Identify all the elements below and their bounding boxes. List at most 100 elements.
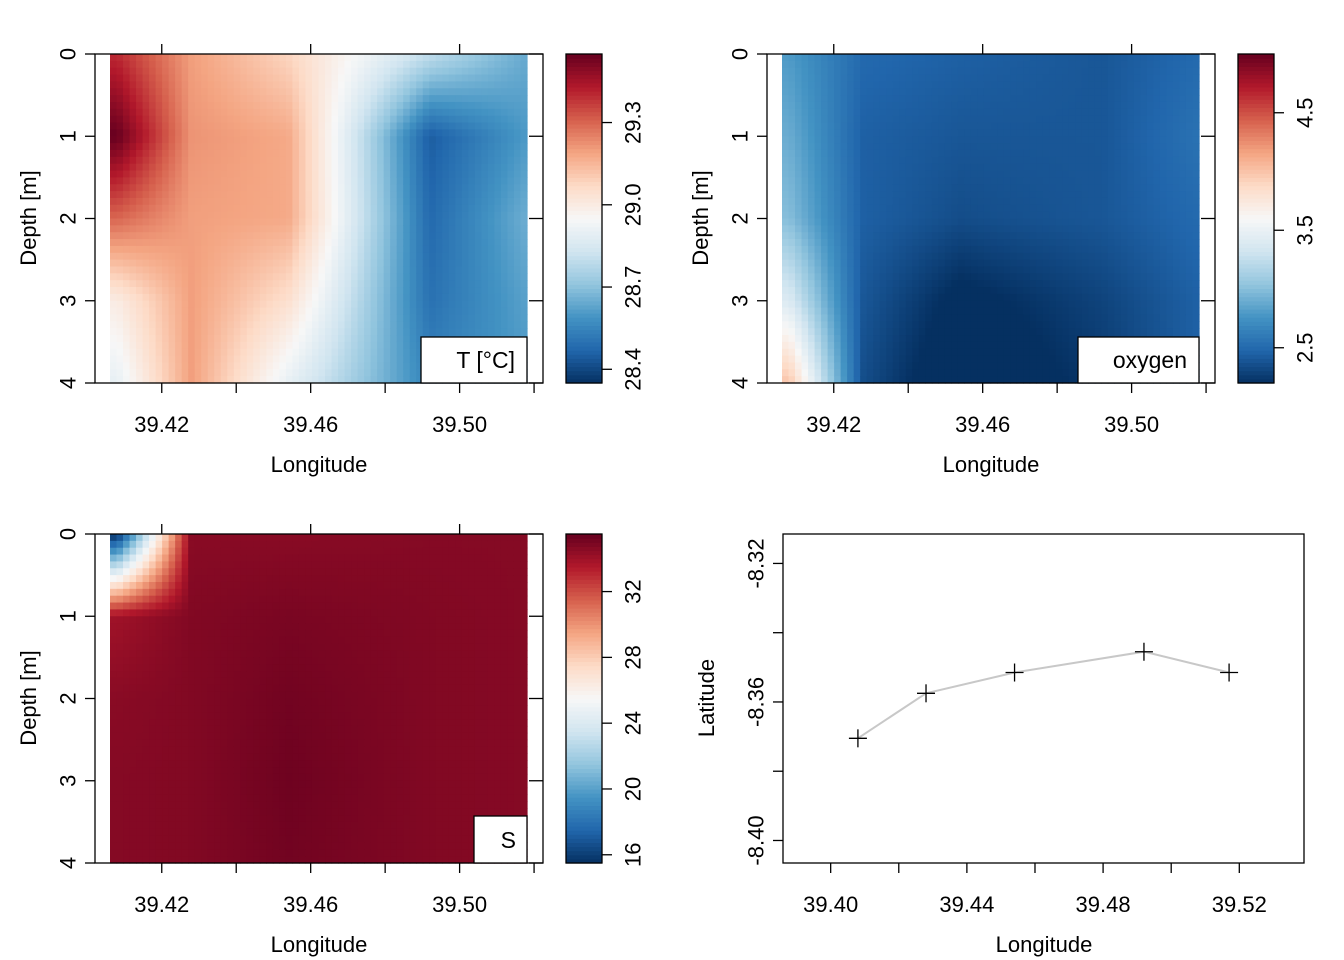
field-cell	[990, 115, 998, 124]
field-cell	[390, 273, 398, 281]
field-cell	[338, 170, 346, 178]
field-cell	[840, 362, 848, 370]
field-cell	[455, 280, 463, 288]
field-cell	[455, 108, 463, 117]
field-cell	[866, 259, 874, 268]
field-cell	[1003, 293, 1011, 302]
field-cell	[351, 60, 359, 69]
field-cell	[970, 74, 979, 83]
field-cell	[481, 170, 489, 178]
field-cell	[194, 95, 202, 103]
field-cell	[481, 232, 489, 240]
field-cell	[513, 129, 522, 137]
field-cell	[357, 376, 365, 384]
field-cell	[782, 177, 790, 185]
field-cell	[507, 129, 515, 137]
field-cell	[481, 225, 489, 233]
field-cell	[409, 369, 417, 377]
field-cell	[886, 307, 894, 316]
field-cell	[220, 218, 228, 226]
field-cell	[886, 300, 894, 309]
field-cell	[1016, 225, 1024, 233]
field-cell	[435, 239, 443, 247]
field-cell	[461, 307, 469, 316]
field-cell	[364, 60, 372, 69]
field-cell	[377, 88, 385, 96]
field-cell	[827, 293, 835, 302]
field-cell	[136, 88, 144, 96]
field-cell	[123, 348, 131, 357]
field-cell	[168, 149, 176, 158]
field-cell	[377, 314, 385, 322]
field-cell	[977, 74, 985, 83]
field-cell	[912, 129, 920, 137]
field-cell	[905, 129, 913, 137]
field-cell	[370, 307, 378, 316]
field-cell	[331, 300, 339, 309]
field-cell	[455, 259, 463, 268]
field-cell	[507, 259, 515, 268]
field-cell	[879, 88, 887, 96]
field-cell	[487, 108, 496, 117]
field-cell	[847, 218, 855, 226]
field-cell	[873, 341, 881, 350]
field-cell	[468, 300, 476, 309]
field-cell	[1016, 136, 1024, 144]
field-cell	[279, 184, 287, 192]
field-cell	[383, 88, 391, 96]
field-cell	[860, 67, 868, 76]
field-cell	[500, 266, 509, 274]
field-cell	[1003, 95, 1011, 103]
field-cell	[396, 136, 404, 144]
field-cell	[357, 74, 365, 83]
field-cell	[357, 163, 365, 172]
field-cell	[220, 252, 228, 261]
field-cell	[168, 170, 176, 178]
field-cell	[116, 184, 124, 192]
field-cell	[188, 252, 196, 261]
field-cell	[298, 280, 307, 288]
field-cell	[253, 177, 261, 185]
field-cell	[892, 108, 900, 117]
field-cell	[403, 314, 411, 322]
field-cell	[279, 177, 287, 185]
field-cell	[188, 355, 196, 364]
field-cell	[886, 177, 894, 185]
field-cell	[188, 273, 196, 281]
field-cell	[429, 122, 437, 130]
field-cell	[905, 239, 913, 247]
field-cell	[977, 122, 985, 130]
field-cell	[344, 328, 352, 336]
field-cell	[860, 191, 868, 199]
field-cell	[149, 108, 157, 117]
field-cell	[957, 225, 966, 233]
field-cell	[422, 156, 430, 165]
field-cell	[795, 184, 803, 192]
field-cell	[292, 245, 300, 254]
field-cell	[155, 321, 163, 329]
field-cell	[801, 101, 809, 110]
field-cell	[194, 341, 202, 350]
field-cell	[944, 88, 953, 96]
field-cell	[918, 177, 926, 185]
field-cell	[435, 328, 443, 336]
field-cell	[964, 163, 972, 172]
field-cell	[977, 149, 985, 158]
field-cell	[990, 266, 998, 274]
field-cell	[142, 136, 150, 144]
field-cell	[325, 355, 333, 364]
field-cell	[272, 369, 281, 377]
field-cell	[162, 369, 170, 377]
field-cell	[246, 197, 254, 206]
field-cell	[409, 328, 417, 336]
field-cell	[259, 335, 267, 343]
field-cell	[944, 314, 953, 322]
field-cell	[116, 314, 124, 322]
field-cell	[364, 314, 372, 322]
field-cell	[886, 225, 894, 233]
field-cell	[409, 252, 417, 261]
field-cell	[957, 81, 966, 89]
field-cell	[455, 232, 463, 240]
field-cell	[292, 362, 300, 370]
field-cell	[442, 287, 450, 295]
